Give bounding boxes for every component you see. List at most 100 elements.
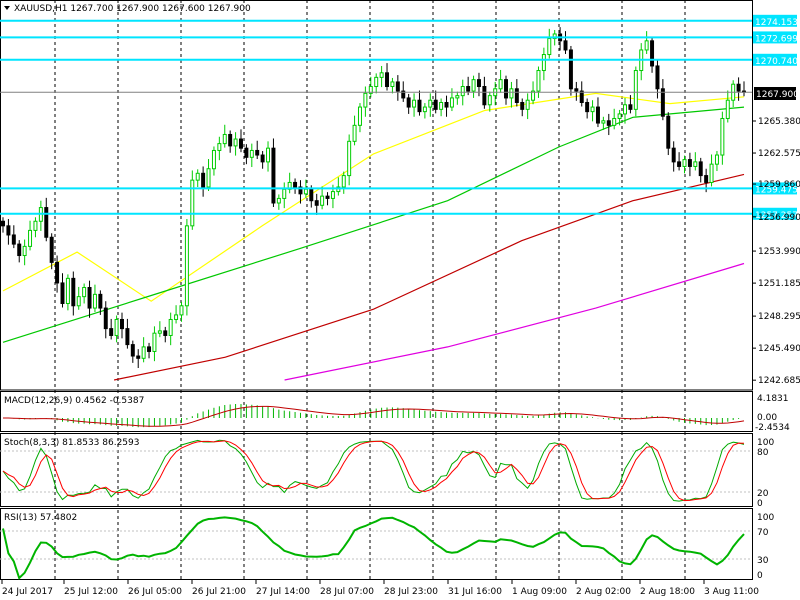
candle-body: [98, 293, 103, 309]
candle-body: [55, 261, 60, 284]
current-price-label: 1267.900: [756, 90, 799, 100]
stoch-tick-80: 80: [757, 448, 769, 458]
stoch-signal-line: [2, 440, 745, 502]
candle-body: [385, 72, 390, 88]
candle-body: [552, 33, 557, 40]
candle-body: [276, 197, 281, 204]
candle-body: [428, 99, 433, 108]
candle-body: [401, 90, 406, 99]
candle-body: [601, 120, 606, 124]
candle-body: [531, 90, 536, 101]
candle-body: [266, 147, 271, 163]
time-label: 2 Aug 18:00: [640, 587, 695, 597]
macd-pane[interactable]: MACD(12,26,9) 0.4562 -0.5387 4.1831 0.00…: [0, 391, 791, 434]
candle-body: [120, 318, 124, 330]
ma-red-line: [113, 173, 745, 381]
price-tick-label: 1242.685: [758, 376, 800, 386]
candle-body: [330, 191, 335, 199]
candle-body: [482, 86, 487, 106]
candle-body: [504, 79, 509, 99]
candle-body: [130, 344, 135, 357]
candle-body: [92, 293, 97, 309]
time-label: 28 Jul 07:00: [320, 587, 374, 597]
candle-body: [341, 175, 346, 188]
candle-body: [255, 149, 260, 156]
level-tag: [753, 182, 797, 195]
stoch-tick-20: 20: [757, 489, 769, 499]
candle-body: [152, 332, 157, 352]
candle-body: [682, 159, 687, 167]
candle-body: [320, 195, 325, 206]
candle-body: [725, 99, 730, 119]
candle-body: [379, 72, 384, 78]
main-price-pane[interactable]: 1274.153 1272.699 1270.740 1259.475 1257.257…: [0, 0, 800, 580]
candle-body: [168, 318, 173, 336]
candle-body: [439, 101, 444, 110]
candle-body: [449, 97, 454, 108]
candle-body: [6, 225, 11, 236]
candle-body: [687, 159, 692, 167]
candle-body: [471, 79, 476, 92]
rsi-pane[interactable]: RSI(13) 57.4802 100 70 30 0: [0, 508, 774, 582]
dropdown-arrow-icon[interactable]: [4, 6, 10, 10]
price-tick-label: 1262.575: [758, 149, 800, 159]
candle-body: [163, 330, 168, 336]
moving-averages: [2, 92, 745, 381]
candle-body: [487, 95, 492, 106]
candle-body: [541, 54, 546, 72]
candle-body: [357, 106, 362, 126]
candle-body: [650, 40, 655, 67]
candle-body: [303, 188, 308, 195]
candle-body: [590, 106, 595, 113]
candle-body: [617, 113, 622, 119]
ma-magenta-line: [284, 262, 745, 381]
candle-body: [309, 188, 314, 202]
candle-body: [147, 346, 152, 352]
candle-body: [260, 154, 265, 163]
time-label: 1 Aug 09:00: [512, 587, 567, 597]
rsi-line: [2, 516, 745, 580]
candle-body: [612, 117, 617, 126]
candle-body: [628, 104, 633, 110]
rsi-pane-frame: [0, 508, 753, 580]
ma-yellow-line: [2, 92, 745, 302]
time-label: 26 Jul 05:00: [128, 587, 182, 597]
price-tick-label: 1265.380: [758, 117, 800, 127]
candle-body: [206, 168, 211, 188]
candle-body: [476, 79, 481, 88]
candle-body: [525, 99, 530, 110]
candle-body: [114, 318, 119, 336]
candle-body: [179, 305, 184, 316]
candle-body: [71, 277, 76, 307]
ma-green-line: [2, 106, 745, 343]
candle-body: [520, 101, 525, 110]
price-axis: 1265.380 1262.575 1259.860 1256.990 1253.990…: [752, 117, 800, 386]
candle-body: [412, 99, 417, 108]
rsi-tick-0: 0: [757, 571, 763, 581]
candle-body: [125, 328, 130, 346]
time-label: 26 Jul 21:00: [192, 587, 246, 597]
candle-body: [466, 86, 471, 92]
candle-body: [563, 40, 568, 51]
stochastic-pane[interactable]: Stoch(8,3,3) 81.8533 86.2593 100 80 20 0: [0, 433, 774, 510]
price-tick-label: 1248.295: [758, 312, 800, 322]
candle-body: [82, 287, 87, 298]
level-label: 1274.153: [755, 18, 798, 28]
candle-body: [460, 86, 465, 97]
candle-body: [574, 88, 579, 92]
level-tag: [753, 14, 797, 27]
candle-body: [190, 179, 195, 227]
price-tick-label: 1245.490: [758, 344, 800, 354]
candle-body: [547, 38, 552, 56]
level-tag: [753, 207, 797, 220]
candle-body: [736, 83, 741, 92]
candle-body: [184, 225, 189, 307]
candle-body: [395, 81, 400, 92]
stoch-pane-frame: [0, 433, 753, 507]
candle-body: [293, 181, 298, 188]
horizontal-levels[interactable]: 1274.153 1272.699 1270.740 1259.475 1257.257: [0, 14, 798, 221]
candle-body: [87, 287, 92, 309]
candle-body: [698, 161, 703, 177]
candle-body: [595, 106, 600, 124]
